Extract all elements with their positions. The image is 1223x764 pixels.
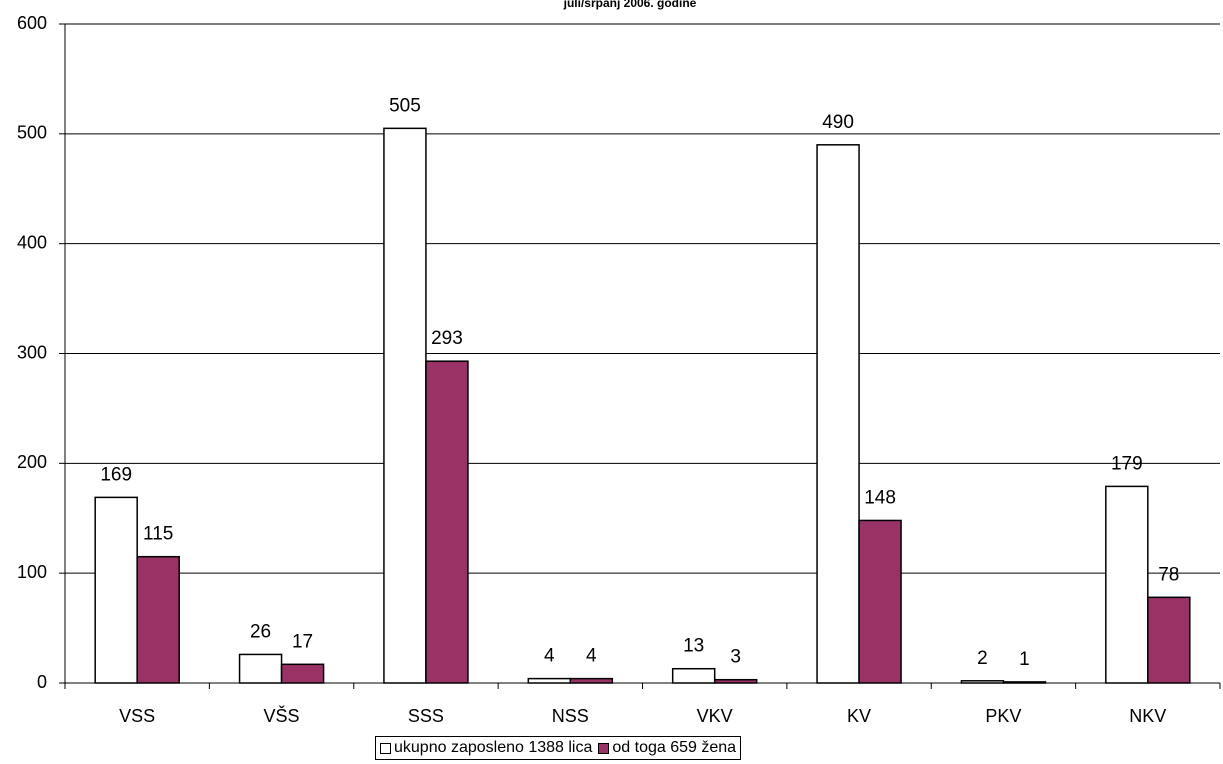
data-label: 293: [431, 328, 463, 349]
bar: [94, 496, 138, 684]
legend-item-women: od toga 659 žena: [598, 739, 736, 757]
data-label: 2: [977, 648, 988, 669]
y-tick-label: 400: [17, 232, 47, 252]
bar: [671, 667, 716, 684]
bar: [1147, 596, 1191, 684]
chart-title: juli/srpanj 2006. godine: [563, 0, 697, 10]
x-tick-label: VSS: [119, 706, 155, 726]
x-tick-label: VŠS: [264, 705, 300, 726]
y-tick-label: 500: [17, 123, 47, 143]
data-label: 148: [864, 487, 896, 508]
bar: [280, 663, 325, 684]
legend-label-women: od toga 659 žena: [612, 739, 737, 756]
bar: [425, 360, 469, 684]
data-label: 4: [544, 646, 555, 667]
bar: [136, 555, 180, 684]
x-tick-label: VKV: [697, 706, 733, 726]
data-label: 505: [389, 95, 421, 116]
axes: 0 100 200 300 400 500 600 VSS VŠS SSS NSS VKV KV PKV N…: [17, 13, 1221, 726]
data-label: 169: [100, 464, 132, 485]
y-tick-label: 300: [17, 342, 47, 362]
data-label: 78: [1158, 564, 1179, 585]
x-tick-label: SSS: [408, 706, 444, 726]
legend-swatch-total: [380, 742, 391, 754]
x-tick-label: NSS: [552, 706, 589, 726]
bar: [816, 144, 860, 684]
bar: [527, 677, 572, 684]
data-label: 3: [730, 647, 741, 668]
data-label: 1: [1019, 649, 1030, 670]
gridlines: [65, 23, 1220, 574]
y-tick-label: 100: [17, 562, 47, 582]
bars: [94, 127, 1191, 684]
bar: [858, 519, 902, 684]
data-label: 115: [143, 524, 173, 545]
data-label: 179: [1111, 453, 1143, 474]
data-labels: 169 115 26 17 505 293 4 4 13 3 490 148 2 1 179 78: [100, 95, 1179, 670]
legend-item-total: ukupno zaposleno 1388 lica: [380, 739, 592, 757]
data-label: 4: [586, 646, 597, 667]
x-tick-label: NKV: [1129, 706, 1166, 726]
legend-swatch-women: [598, 742, 610, 754]
bar: [569, 677, 614, 684]
y-tick-label: 0: [37, 672, 47, 692]
bar: [238, 653, 283, 684]
bar: [383, 127, 427, 684]
data-label: 490: [822, 112, 854, 133]
legend-label-total: ukupno zaposleno 1388 lica: [394, 739, 593, 756]
legend: ukupno zaposleno 1388 lica od toga 659 ž…: [375, 736, 742, 760]
y-tick-label: 200: [17, 452, 47, 472]
x-tick-label: PKV: [985, 706, 1021, 726]
x-tick-label: KV: [847, 706, 871, 726]
data-label: 13: [683, 636, 704, 657]
data-label: 26: [250, 621, 271, 642]
y-tick-label: 600: [17, 13, 47, 33]
data-label: 17: [292, 631, 313, 652]
bar: [1105, 485, 1149, 684]
